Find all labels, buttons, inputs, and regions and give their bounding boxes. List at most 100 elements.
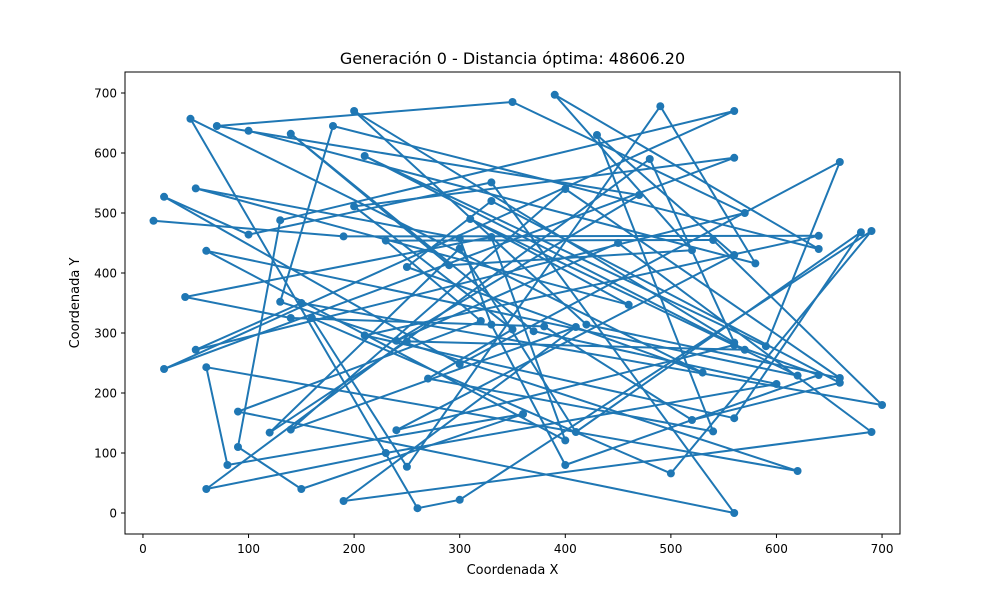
city-point	[392, 336, 401, 345]
route-segment	[289, 326, 577, 431]
route-segment	[405, 105, 662, 468]
city-point	[149, 216, 158, 225]
city-point	[508, 98, 517, 106]
city-point	[730, 251, 739, 259]
city-point	[687, 416, 696, 424]
city-point	[550, 90, 559, 99]
city-point	[413, 504, 422, 513]
city-point	[202, 485, 211, 493]
route-segment	[490, 323, 567, 466]
city-point	[835, 158, 844, 166]
route-segment	[189, 117, 419, 510]
city-point	[487, 178, 496, 187]
city-point	[730, 414, 739, 423]
city-point	[540, 322, 549, 331]
city-point	[793, 371, 802, 380]
axes-frame	[124, 71, 901, 535]
city-point	[445, 261, 454, 270]
city-point	[656, 102, 665, 111]
route-segment	[310, 317, 408, 468]
city-point	[519, 410, 528, 418]
route-segment	[595, 134, 715, 433]
route-segment	[194, 302, 303, 351]
city-point	[276, 216, 285, 225]
city-point	[455, 360, 464, 369]
route-segment	[543, 325, 693, 421]
city-point	[160, 192, 169, 201]
city-point	[687, 246, 696, 255]
x-tick-label: 100	[237, 542, 260, 556]
city-point	[867, 428, 876, 436]
route-segment	[659, 105, 757, 265]
route-segment	[205, 249, 567, 442]
city-point	[350, 202, 359, 211]
route-segment	[458, 161, 841, 366]
city-point	[202, 246, 211, 255]
city-point	[856, 228, 865, 237]
city-point	[381, 236, 390, 245]
city-point	[181, 293, 190, 301]
city-point	[202, 363, 211, 372]
route-segment	[163, 110, 736, 370]
city-point	[466, 215, 475, 223]
city-point	[709, 236, 718, 244]
city-point	[772, 380, 781, 388]
city-point	[476, 317, 485, 325]
city-point	[814, 231, 823, 240]
city-point	[424, 374, 433, 383]
city-point	[730, 107, 739, 115]
city-point	[212, 122, 221, 130]
route-segment	[163, 195, 250, 236]
x-tick-label: 200	[343, 542, 366, 556]
route-segment	[205, 158, 651, 490]
route-segment	[342, 431, 873, 502]
route-segment	[310, 317, 672, 475]
route-segment	[279, 110, 736, 222]
city-point	[392, 426, 401, 435]
route-segment	[553, 93, 820, 250]
city-point	[402, 263, 411, 271]
y-tick-label: 500	[94, 207, 117, 221]
city-point	[571, 428, 580, 436]
y-tick-label: 0	[109, 507, 117, 521]
route-segment	[236, 320, 482, 413]
route-segment	[236, 446, 303, 490]
route-segment	[490, 200, 841, 384]
route-segment	[194, 187, 630, 306]
route-segment	[448, 249, 693, 267]
route-segment	[395, 242, 620, 342]
chart-title: Generación 0 - Distancia óptima: 48606.2…	[340, 49, 685, 68]
y-tick-label: 400	[94, 267, 117, 281]
plot-area	[149, 90, 887, 517]
route-segment	[300, 413, 525, 490]
x-tick-label: 300	[448, 542, 471, 556]
city-point	[286, 129, 295, 138]
x-tick-label: 600	[765, 542, 788, 556]
city-point	[571, 323, 580, 331]
city-point	[730, 341, 739, 349]
route-segment	[353, 156, 736, 208]
city-point	[814, 371, 823, 379]
y-tick-label: 600	[94, 147, 117, 161]
city-point	[730, 153, 739, 162]
city-point	[487, 320, 496, 329]
city-point	[635, 191, 644, 199]
x-axis: 0 100 200 300 400 500 600 700	[139, 534, 894, 556]
city-point	[740, 209, 749, 217]
city-point	[561, 185, 570, 193]
city-point	[160, 365, 169, 373]
x-axis-label: Coordenada X	[467, 563, 559, 578]
city-point	[297, 485, 306, 493]
city-point	[529, 327, 538, 336]
route-segment	[363, 155, 767, 348]
route-segment	[189, 117, 704, 374]
city-point	[561, 436, 570, 445]
route-segment	[226, 413, 525, 466]
y-tick-label: 200	[94, 387, 117, 401]
city-point	[761, 342, 770, 351]
route-segment	[405, 200, 493, 268]
city-point	[191, 345, 200, 354]
city-point	[487, 233, 496, 241]
city-point	[307, 314, 316, 322]
